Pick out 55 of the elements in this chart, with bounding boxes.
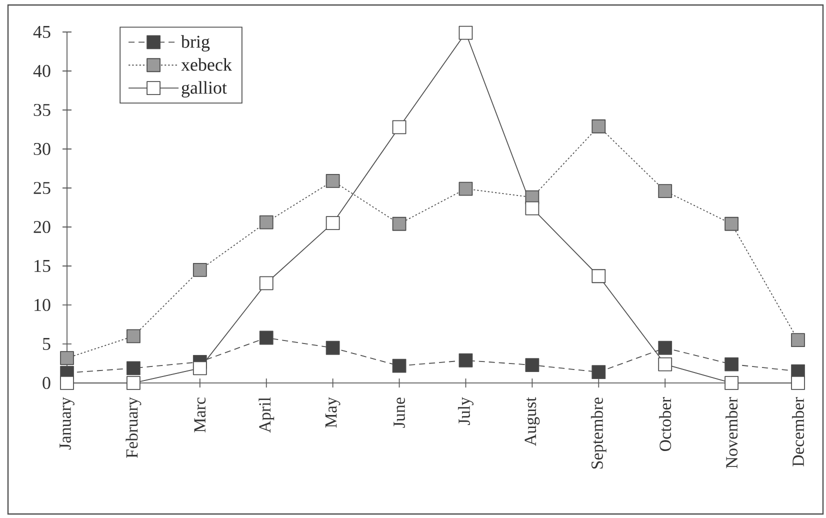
point [126, 329, 140, 344]
point [126, 361, 140, 376]
legend-label: galliot [182, 81, 227, 98]
y-tick-label: 25 [34, 182, 50, 194]
x-tick-label: January [60, 397, 74, 450]
point [592, 365, 606, 380]
point [392, 120, 406, 134]
y-tick-label: 30 [34, 142, 50, 156]
legend-label: xebeck [181, 58, 232, 71]
y-tick-label: 20 [34, 220, 50, 234]
y-tick-label: 45 [33, 26, 50, 38]
point [658, 357, 672, 372]
x-tick-label: February [126, 397, 142, 458]
x-tick-label: Marc [194, 398, 206, 432]
point [259, 276, 274, 290]
x-tick-label: April [258, 397, 274, 433]
point [458, 26, 473, 40]
legend-label: brig [180, 35, 210, 52]
x-tick-label: Septembre [590, 398, 606, 469]
point [392, 216, 406, 231]
x-tick-label: November [726, 397, 738, 468]
point [791, 376, 805, 390]
point [592, 119, 606, 134]
point [525, 358, 540, 372]
x-tick-label: May [325, 397, 340, 428]
x-tick-label: December [792, 397, 804, 466]
x-tick-label: August [524, 397, 540, 446]
y-tick-label: 5 [43, 338, 50, 350]
point [458, 353, 473, 368]
point [724, 357, 739, 372]
point [60, 376, 74, 390]
point [458, 182, 473, 196]
y-tick-label: 40 [33, 64, 50, 78]
point [192, 262, 207, 277]
point [658, 340, 672, 355]
point [326, 216, 340, 230]
x-tick-label: July [458, 397, 474, 425]
point [326, 340, 340, 355]
point [791, 333, 805, 348]
point [724, 216, 739, 231]
point [192, 361, 207, 376]
x-tick-label: October [659, 397, 672, 452]
x-tick-label: June [394, 398, 405, 428]
point [525, 201, 540, 216]
point [326, 174, 340, 188]
y-tick-label: 10 [34, 298, 50, 312]
point [658, 184, 672, 198]
point [259, 330, 274, 345]
point [60, 351, 74, 365]
point [592, 269, 606, 284]
y-tick-label: 15 [34, 260, 50, 272]
y-tick-label: 35 [34, 104, 50, 116]
point [259, 215, 274, 230]
y-tick-label: 0 [42, 376, 50, 390]
point [392, 358, 406, 373]
